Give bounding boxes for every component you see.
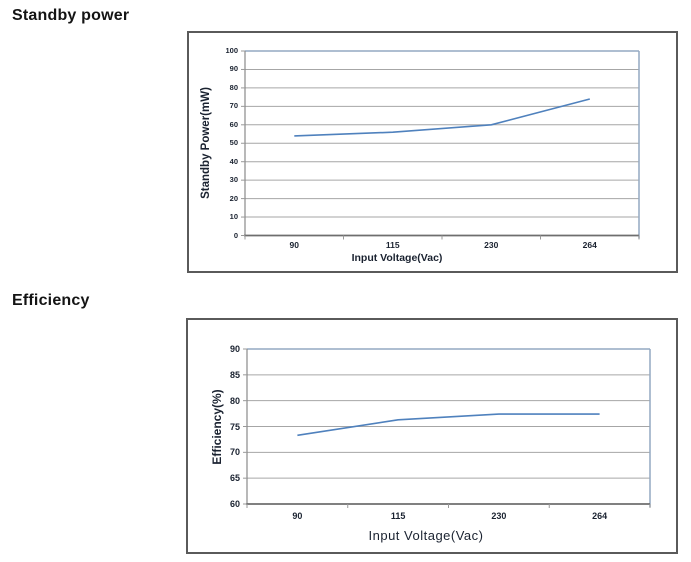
x-tick-label: 115	[390, 511, 406, 521]
y-tick-label: 60	[229, 119, 238, 129]
x-axis-title: Input Voltage(Vac)	[351, 252, 443, 264]
y-tick-label: 60	[229, 499, 240, 509]
x-tick-label: 90	[292, 511, 303, 521]
series-line	[294, 98, 591, 137]
y-tick-label: 65	[229, 473, 240, 484]
y-tick-label: 90	[229, 344, 240, 354]
plot-area	[241, 50, 640, 240]
y-axis-title: Efficiency(%)	[210, 388, 224, 465]
standby-power-heading: Standby power	[12, 7, 130, 24]
y-tick-label: 90	[229, 64, 238, 74]
y-tick-label: 30	[229, 175, 238, 185]
plot-area	[243, 348, 651, 508]
x-tick-label: 230	[491, 511, 507, 521]
x-tick-label: 264	[592, 511, 608, 521]
y-tick-label: 85	[229, 369, 240, 380]
series-line	[297, 413, 600, 437]
y-tick-label: 100	[225, 46, 238, 55]
y-axis-title: Standby Power(mW)	[200, 87, 212, 199]
efficiency-chart: 60 65 70 75 80 85 90 90 115 230 264 Efficiency(%) In…	[186, 318, 678, 554]
y-tick-label: 80	[229, 395, 240, 406]
y-tick-label: 75	[229, 421, 240, 432]
x-tick-label: 264	[582, 240, 597, 250]
y-tick-label: 70	[229, 101, 238, 111]
efficiency-heading: Efficiency	[12, 292, 90, 309]
y-tick-label: 70	[229, 447, 240, 458]
x-tick-label: 90	[289, 240, 299, 250]
x-tick-label: 230	[484, 240, 499, 250]
y-tick-label: 40	[229, 156, 238, 166]
standby-power-chart: 0 10 20 30 40 50 60 70 80 90 100 90 115 230 264 Standby…	[187, 31, 678, 273]
x-tick-label: 115	[385, 240, 400, 250]
x-axis-title: Input Voltage(Vac)	[368, 528, 484, 543]
y-tick-label: 0	[233, 230, 238, 240]
y-tick-label: 10	[229, 212, 238, 222]
y-tick-label: 80	[229, 82, 238, 92]
y-tick-label: 20	[229, 193, 238, 203]
y-tick-label: 50	[229, 138, 238, 148]
